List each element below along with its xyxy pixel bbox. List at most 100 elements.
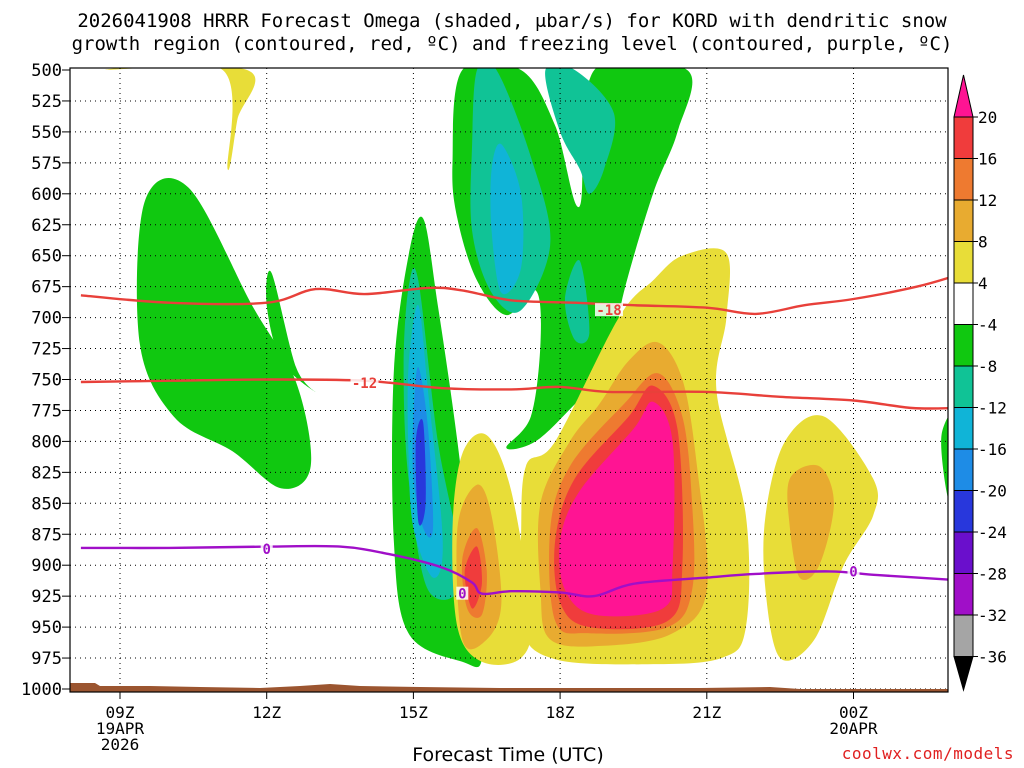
contour-label--18-0: -18 xyxy=(596,303,621,319)
colorbar-label--28: -28 xyxy=(978,565,1007,584)
omega-region-20-24 xyxy=(559,401,675,617)
omega-region-16-22 xyxy=(464,546,483,609)
contour-label-0-4: 0 xyxy=(849,564,857,580)
y-tick-label-875: 875 xyxy=(31,525,62,545)
colorbar-label-8: 8 xyxy=(978,233,988,252)
colorbar-top-arrow xyxy=(953,74,974,118)
colorbar-bin-6 xyxy=(953,365,974,408)
y-tick-label-900: 900 xyxy=(31,556,62,576)
x-tick-label-21Z-0: 21Z xyxy=(692,703,721,722)
colorbar-bin-4 xyxy=(953,282,974,325)
omega-region--16-11 xyxy=(412,367,434,538)
y-tick-label-625: 625 xyxy=(31,216,62,236)
omega-region-4-14 xyxy=(452,433,532,665)
omega-region-8-19 xyxy=(787,464,834,581)
contour-label-bg-1 xyxy=(350,376,379,390)
colorbar-label-20: 20 xyxy=(978,108,997,127)
omega-region-12-20 xyxy=(461,527,487,618)
contour-label-bg-2 xyxy=(260,542,273,556)
omega-region--12-10 xyxy=(407,304,443,578)
y-tick-label-700: 700 xyxy=(31,309,62,329)
x-tick-label-15Z-0: 15Z xyxy=(399,703,428,722)
contour-label-0-2: 0 xyxy=(262,542,270,558)
colorbar-bin-2 xyxy=(953,199,974,242)
y-tick-label-550: 550 xyxy=(31,123,62,143)
omega-region-4-15 xyxy=(518,248,750,665)
x-tick-label-12Z-0: 12Z xyxy=(252,703,281,722)
colorbar-label--8: -8 xyxy=(978,357,997,376)
omega-region--4-3 xyxy=(452,68,693,450)
colorbar-label-16: 16 xyxy=(978,150,997,169)
y-tick-label-675: 675 xyxy=(31,278,62,298)
contour-line--18-0 xyxy=(80,276,948,316)
chart-title-line-2: growth region (contoured, red, ºC) and f… xyxy=(71,33,953,55)
colorbar-bottom-arrow xyxy=(953,656,974,692)
x-axis-title: Forecast Time (UTC) xyxy=(412,744,604,766)
plot-frame xyxy=(69,67,949,693)
y-tick-label-1000: 1000 xyxy=(21,680,62,700)
colorbar-bin-9 xyxy=(953,490,974,533)
omega-region--12-9 xyxy=(490,143,524,295)
colorbar-bin-0 xyxy=(953,116,974,159)
y-tick-label-650: 650 xyxy=(31,247,62,267)
x-tick-label-00Z-0: 00Z xyxy=(839,703,868,722)
y-tick-label-725: 725 xyxy=(31,340,62,360)
omega-region-12-21 xyxy=(549,373,695,634)
y-tick-label-525: 525 xyxy=(31,92,62,112)
omega-region-8-17 xyxy=(456,484,502,650)
y-tick-label-950: 950 xyxy=(31,618,62,638)
colorbar-bin-8 xyxy=(953,448,974,491)
colorbar-label-12: 12 xyxy=(978,191,997,210)
y-tick-label-775: 775 xyxy=(31,401,62,421)
colorbar-bin-3 xyxy=(953,241,974,284)
colorbar-label--12: -12 xyxy=(978,399,1007,418)
omega-region--20-12 xyxy=(415,419,426,526)
colorbar-label--36: -36 xyxy=(978,648,1007,667)
y-tick-label-975: 975 xyxy=(31,649,62,669)
y-tick-label-575: 575 xyxy=(31,154,62,174)
omega-region--4-0 xyxy=(136,177,312,489)
source-credit[interactable]: coolwx.com/models xyxy=(841,744,1014,763)
colorbar-label--16: -16 xyxy=(978,440,1007,459)
colorbar-bin-7 xyxy=(953,407,974,450)
y-tick-label-825: 825 xyxy=(31,463,62,483)
contour-label--12-1: -12 xyxy=(352,376,377,392)
colorbar-bin-1 xyxy=(953,158,974,201)
contour-label-bg-3 xyxy=(456,586,469,600)
y-tick-label-750: 750 xyxy=(31,371,62,391)
y-tick-label-600: 600 xyxy=(31,185,62,205)
omega-region-16-23 xyxy=(554,385,683,630)
chart-title-line-1: 2026041908 HRRR Forecast Omega (shaded, … xyxy=(77,10,947,32)
y-tick-label-500: 500 xyxy=(31,61,62,81)
omega-region-4-13 xyxy=(105,68,256,171)
colorbar-label--4: -4 xyxy=(978,316,997,335)
colorbar-bin-12 xyxy=(953,614,974,657)
y-tick-label-925: 925 xyxy=(31,587,62,607)
colorbar-bin-5 xyxy=(953,324,974,367)
omega-region--8-5 xyxy=(470,68,551,313)
omega-region--4-1 xyxy=(266,270,316,393)
omega-region--4-4 xyxy=(941,417,948,499)
y-tick-label-850: 850 xyxy=(31,494,62,514)
contour-label-bg-4 xyxy=(847,564,860,578)
contour-label-bg-0 xyxy=(595,303,623,317)
x-tick-label-00Z-1: 20APR xyxy=(829,719,878,738)
contour-line-0-2 xyxy=(80,544,948,598)
y-tick-label-800: 800 xyxy=(31,432,62,452)
omega-region--4-2 xyxy=(392,216,483,668)
contour-label-0-3: 0 xyxy=(458,587,466,603)
omega-region-4-16 xyxy=(763,415,879,661)
contour-line--12-1 xyxy=(80,378,948,410)
x-tick-label-09Z-0: 09Z xyxy=(106,703,135,722)
omega-region--8-7 xyxy=(564,260,590,344)
colorbar-label-4: 4 xyxy=(978,274,988,293)
x-tick-label-18Z-0: 18Z xyxy=(546,703,575,722)
colorbar-label--24: -24 xyxy=(978,523,1007,542)
colorbar-label--32: -32 xyxy=(978,606,1007,625)
colorbar-bin-10 xyxy=(953,531,974,574)
omega-region-8-18 xyxy=(537,341,708,647)
omega-region--8-6 xyxy=(545,68,616,194)
colorbar-bin-11 xyxy=(953,573,974,616)
colorbar-label--20: -20 xyxy=(978,482,1007,501)
